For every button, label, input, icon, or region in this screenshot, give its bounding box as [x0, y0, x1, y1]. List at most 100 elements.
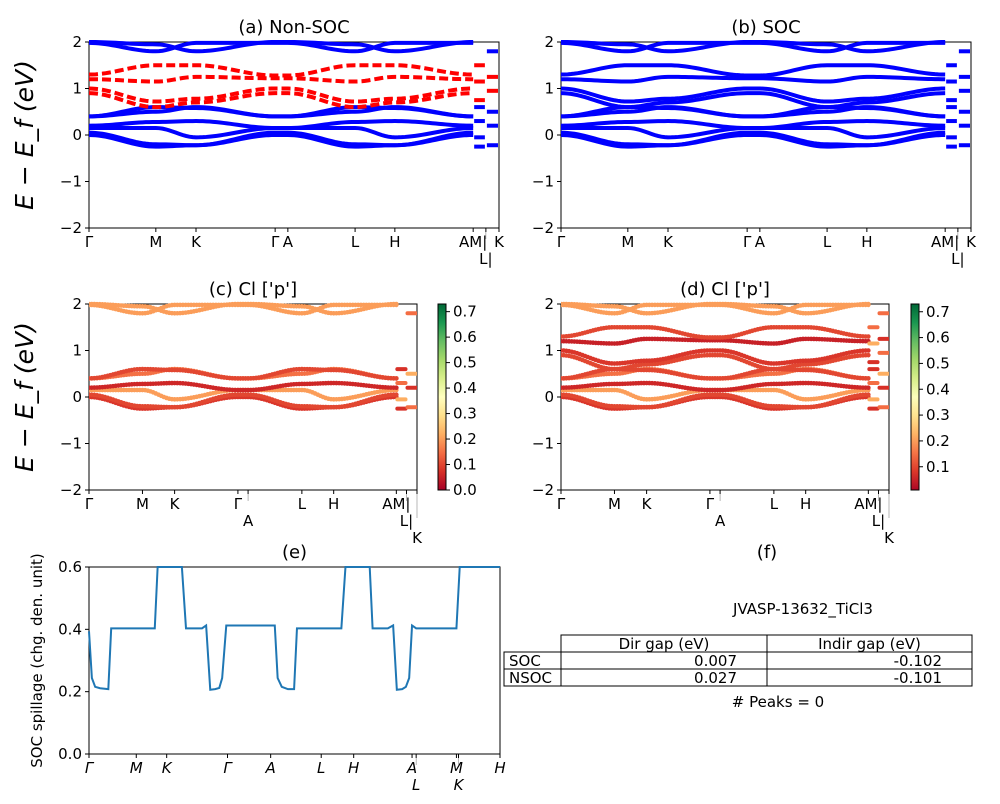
x-tick-label: L: [823, 233, 832, 251]
colorbar: 0.10.20.30.40.50.60.7: [911, 303, 950, 490]
x-tick-label: A: [715, 512, 726, 530]
x-tick-label: A: [406, 759, 417, 777]
y-tick-label: 0: [72, 388, 82, 406]
band-point: [866, 348, 871, 353]
x-tick-label: A: [265, 759, 276, 777]
x-tick-label: L: [351, 233, 360, 251]
x-tick-label: Γ: [85, 233, 94, 251]
y-tick-label: 1: [72, 342, 82, 360]
bands: [561, 42, 970, 147]
colorbar-tick-label: 0.5: [453, 354, 477, 372]
x-tick-label: H: [800, 495, 811, 513]
x-tick-label: K: [170, 495, 181, 513]
y-tick-label: −2: [532, 219, 554, 237]
x-tick-label: K: [642, 495, 653, 513]
x-tick-label: Γ: [557, 495, 566, 513]
colorbar-tick-label: 0.0: [453, 481, 477, 499]
x-tick-label: A: [283, 233, 294, 251]
x-tick-label: K: [454, 776, 465, 794]
colorbar-tick-label: 0.1: [453, 456, 477, 474]
y-tick-label: −1: [60, 173, 82, 191]
y-tick-label: 0: [544, 126, 554, 144]
peaks-count: # Peaks = 0: [732, 693, 824, 711]
band-point: [394, 376, 399, 381]
band-line: [89, 77, 473, 82]
bands: [89, 42, 498, 147]
band-point: [394, 385, 399, 390]
x-tick-label: H: [861, 233, 872, 251]
x-tick-label: M: [608, 495, 621, 513]
x-tick-label: A: [755, 233, 766, 251]
x-tick-label: H: [389, 233, 400, 251]
colorbar-tick-label: 0.1: [926, 458, 950, 476]
spillage-line: [89, 567, 500, 690]
panel-title: (c) Cl ['p']: [209, 279, 297, 300]
x-tick-label: Γ: [271, 233, 280, 251]
y-tick-label: 2: [72, 295, 82, 313]
x-tick-label: K: [412, 529, 423, 547]
colorbar-tick-label: 0.2: [453, 430, 477, 448]
y-tick-label: 2: [544, 33, 554, 51]
table-value: -0.101: [894, 669, 942, 687]
x-tick-label: L: [770, 495, 779, 513]
x-tick-label: Γ: [706, 495, 715, 513]
x-tick-label: L: [317, 759, 325, 777]
band-point: [866, 302, 871, 307]
x-tick-label: L|: [479, 250, 492, 268]
y-tick-label: 1: [544, 80, 554, 98]
y-tick-label: 0.6: [58, 558, 82, 576]
colorbar-tick-label: 0.3: [453, 405, 477, 423]
y-axis-label: E − E_f (eV): [10, 322, 39, 472]
band-line: [89, 65, 473, 75]
y-tick-label: −2: [60, 219, 82, 237]
band-line: [561, 77, 945, 82]
x-tick-label: K: [884, 529, 895, 547]
panel-title: (e): [282, 542, 307, 563]
colorbar-tick-label: 0.5: [926, 354, 950, 372]
x-tick-label: AM|: [459, 233, 487, 251]
table-title: JVASP-13632_TiCl3: [732, 600, 873, 619]
x-tick-label: L|: [872, 512, 885, 530]
x-tick-label: K: [494, 233, 505, 251]
colorbar-tick-label: 0.7: [926, 303, 950, 321]
x-tick-label: M: [450, 759, 463, 777]
band-point: [866, 334, 871, 339]
x-tick-label: L|: [951, 250, 964, 268]
x-tick-label: K: [162, 759, 173, 777]
x-tick-label: K: [663, 233, 674, 251]
colorbar-tick-label: 0.6: [453, 328, 477, 346]
colorbar-tick-label: 0.4: [453, 379, 477, 397]
x-tick-label: Γ: [223, 759, 233, 777]
colorbar-tick-label: 0.6: [926, 329, 950, 347]
y-axis-label: SOC spillage (chg. den. unit): [28, 553, 46, 768]
y-tick-label: −2: [532, 481, 554, 499]
y-tick-label: 0.0: [58, 745, 82, 763]
x-tick-label: H: [328, 495, 339, 513]
y-tick-label: −2: [60, 481, 82, 499]
y-tick-label: 0.4: [58, 620, 82, 638]
table-value: 0.007: [694, 652, 737, 670]
x-tick-label: L: [412, 776, 420, 794]
x-tick-label: K: [191, 233, 202, 251]
band-point: [866, 376, 871, 381]
y-tick-label: 2: [544, 295, 554, 313]
panel-title: (a) Non-SOC: [238, 17, 349, 38]
y-tick-label: 2: [72, 33, 82, 51]
x-tick-label: AM|: [931, 233, 959, 251]
band-point: [866, 385, 871, 390]
band-point: [866, 353, 871, 358]
column-header: Indir gap (eV): [818, 635, 921, 653]
y-tick-label: −1: [532, 435, 554, 453]
y-tick-label: 1: [72, 80, 82, 98]
colorbar-tick-label: 0.3: [926, 406, 950, 424]
x-tick-label: H: [348, 759, 359, 777]
x-tick-label: Γ: [557, 233, 566, 251]
x-tick-label: Γ: [743, 233, 752, 251]
